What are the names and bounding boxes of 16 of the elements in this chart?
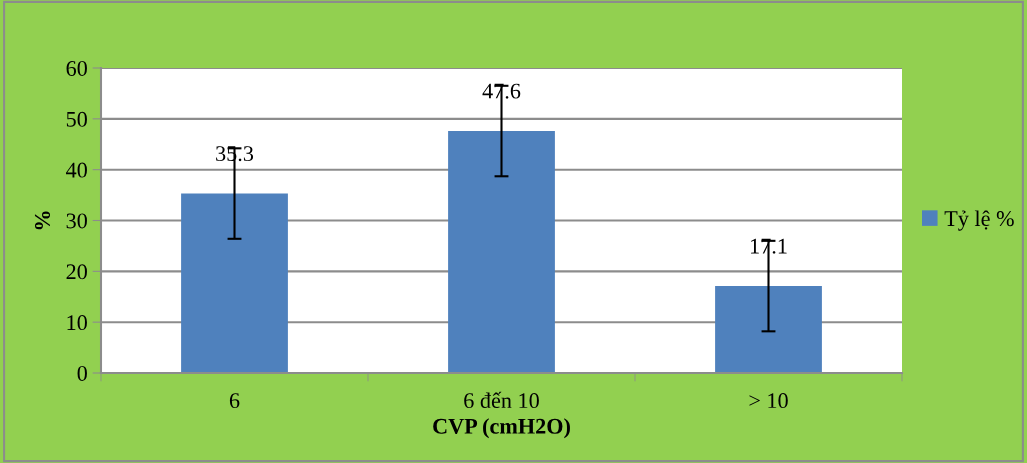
y-tick-label: 20: [66, 264, 87, 280]
legend-label: Tỷ lệ %: [944, 210, 1014, 231]
y-tick-label: 60: [66, 60, 87, 76]
x-tick-label: 6 đến 10: [464, 391, 539, 409]
y-axis-title: %: [34, 211, 51, 230]
x-tick-label: > 10: [749, 393, 788, 409]
y-tick-label: 0: [77, 365, 87, 381]
y-tick-label: 40: [66, 162, 87, 178]
y-tick-label: 10: [67, 315, 87, 331]
x-tick-label: 6: [229, 393, 240, 409]
y-tick-label: 30: [66, 213, 87, 229]
x-axis-title: CVP (cmH2O): [433, 418, 570, 439]
bar: [715, 286, 822, 373]
bar: [448, 131, 555, 373]
y-tick-label: 50: [66, 111, 87, 127]
bar: [181, 193, 288, 373]
